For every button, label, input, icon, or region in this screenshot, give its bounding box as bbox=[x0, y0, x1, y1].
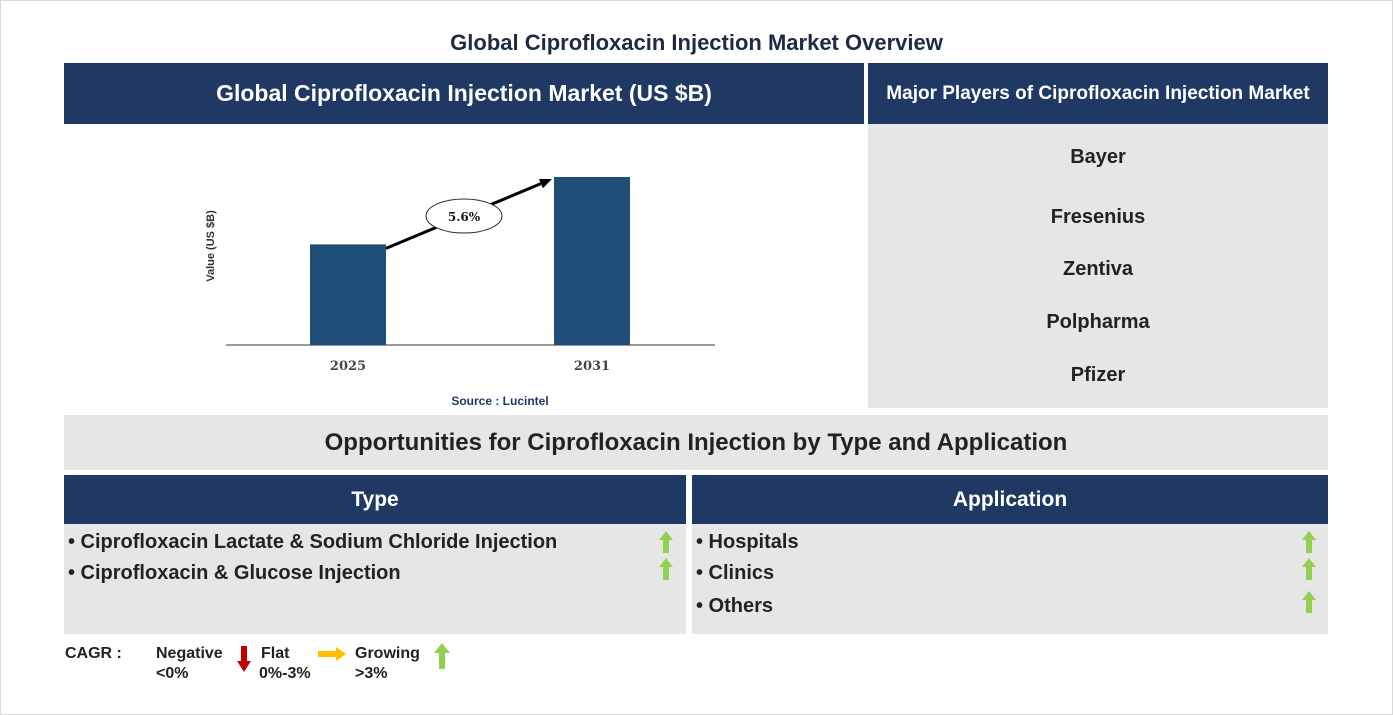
x-tick-label: 2025 bbox=[330, 359, 366, 374]
bar-2031 bbox=[554, 177, 630, 345]
type-item: • Ciprofloxacin & Glucose Injection bbox=[68, 562, 401, 584]
up-arrow-icon bbox=[1302, 591, 1316, 613]
up-arrow-icon bbox=[659, 531, 673, 553]
legend-negative-name: Negative bbox=[156, 645, 223, 662]
player-item: Polpharma bbox=[1046, 311, 1150, 333]
x-tick-label: 2031 bbox=[574, 359, 610, 374]
application-item: • Clinics bbox=[696, 562, 775, 584]
players-header: Major Players of Ciprofloxacin Injection… bbox=[868, 63, 1328, 124]
legend-negative-range: <0% bbox=[156, 665, 189, 682]
players-panel bbox=[868, 124, 1328, 408]
application-item: • Others bbox=[696, 595, 774, 617]
up-arrow-icon bbox=[1302, 531, 1316, 553]
legend-flat-name: Flat bbox=[261, 645, 290, 662]
application-item: • Hospitals bbox=[696, 531, 799, 553]
bar-chart: Value (US $B) 2025 2031 5.6% bbox=[205, 177, 715, 374]
y-axis-label: Value (US $B) bbox=[205, 210, 217, 282]
application-header: Application bbox=[692, 475, 1328, 524]
legend-label: CAGR : bbox=[65, 645, 122, 662]
right-arrow-icon bbox=[318, 647, 346, 661]
player-item: Zentiva bbox=[1062, 258, 1134, 280]
up-arrow-icon bbox=[659, 558, 673, 580]
cagr-bubble bbox=[425, 198, 503, 234]
opportunities-title: Opportunities for Ciprofloxacin Injectio… bbox=[64, 415, 1328, 470]
cagr-arrowhead bbox=[539, 179, 552, 189]
up-arrow-icon bbox=[434, 643, 450, 669]
chart-header: Global Ciprofloxacin Injection Market (U… bbox=[64, 63, 864, 124]
legend-growing-range: >3% bbox=[355, 665, 388, 682]
bar-2025 bbox=[310, 244, 386, 345]
application-panel bbox=[692, 524, 1328, 634]
type-panel bbox=[64, 524, 686, 634]
player-item: Fresenius bbox=[1050, 206, 1146, 228]
legend-growing-name: Growing bbox=[355, 645, 420, 662]
legend-flat-range: 0%-3% bbox=[259, 665, 311, 682]
player-item: Pfizer bbox=[1070, 364, 1126, 386]
down-arrow-icon bbox=[237, 646, 251, 672]
cagr-value: 5.6% bbox=[448, 210, 481, 224]
type-item: • Ciprofloxacin Lactate & Sodium Chlorid… bbox=[68, 531, 558, 553]
page-title: Global Ciprofloxacin Injection Market Ov… bbox=[450, 30, 943, 55]
player-item: Bayer bbox=[1070, 146, 1126, 168]
type-header: Type bbox=[64, 475, 686, 524]
chart-source: Source : Lucintel bbox=[451, 394, 549, 408]
up-arrow-icon bbox=[1302, 558, 1316, 580]
